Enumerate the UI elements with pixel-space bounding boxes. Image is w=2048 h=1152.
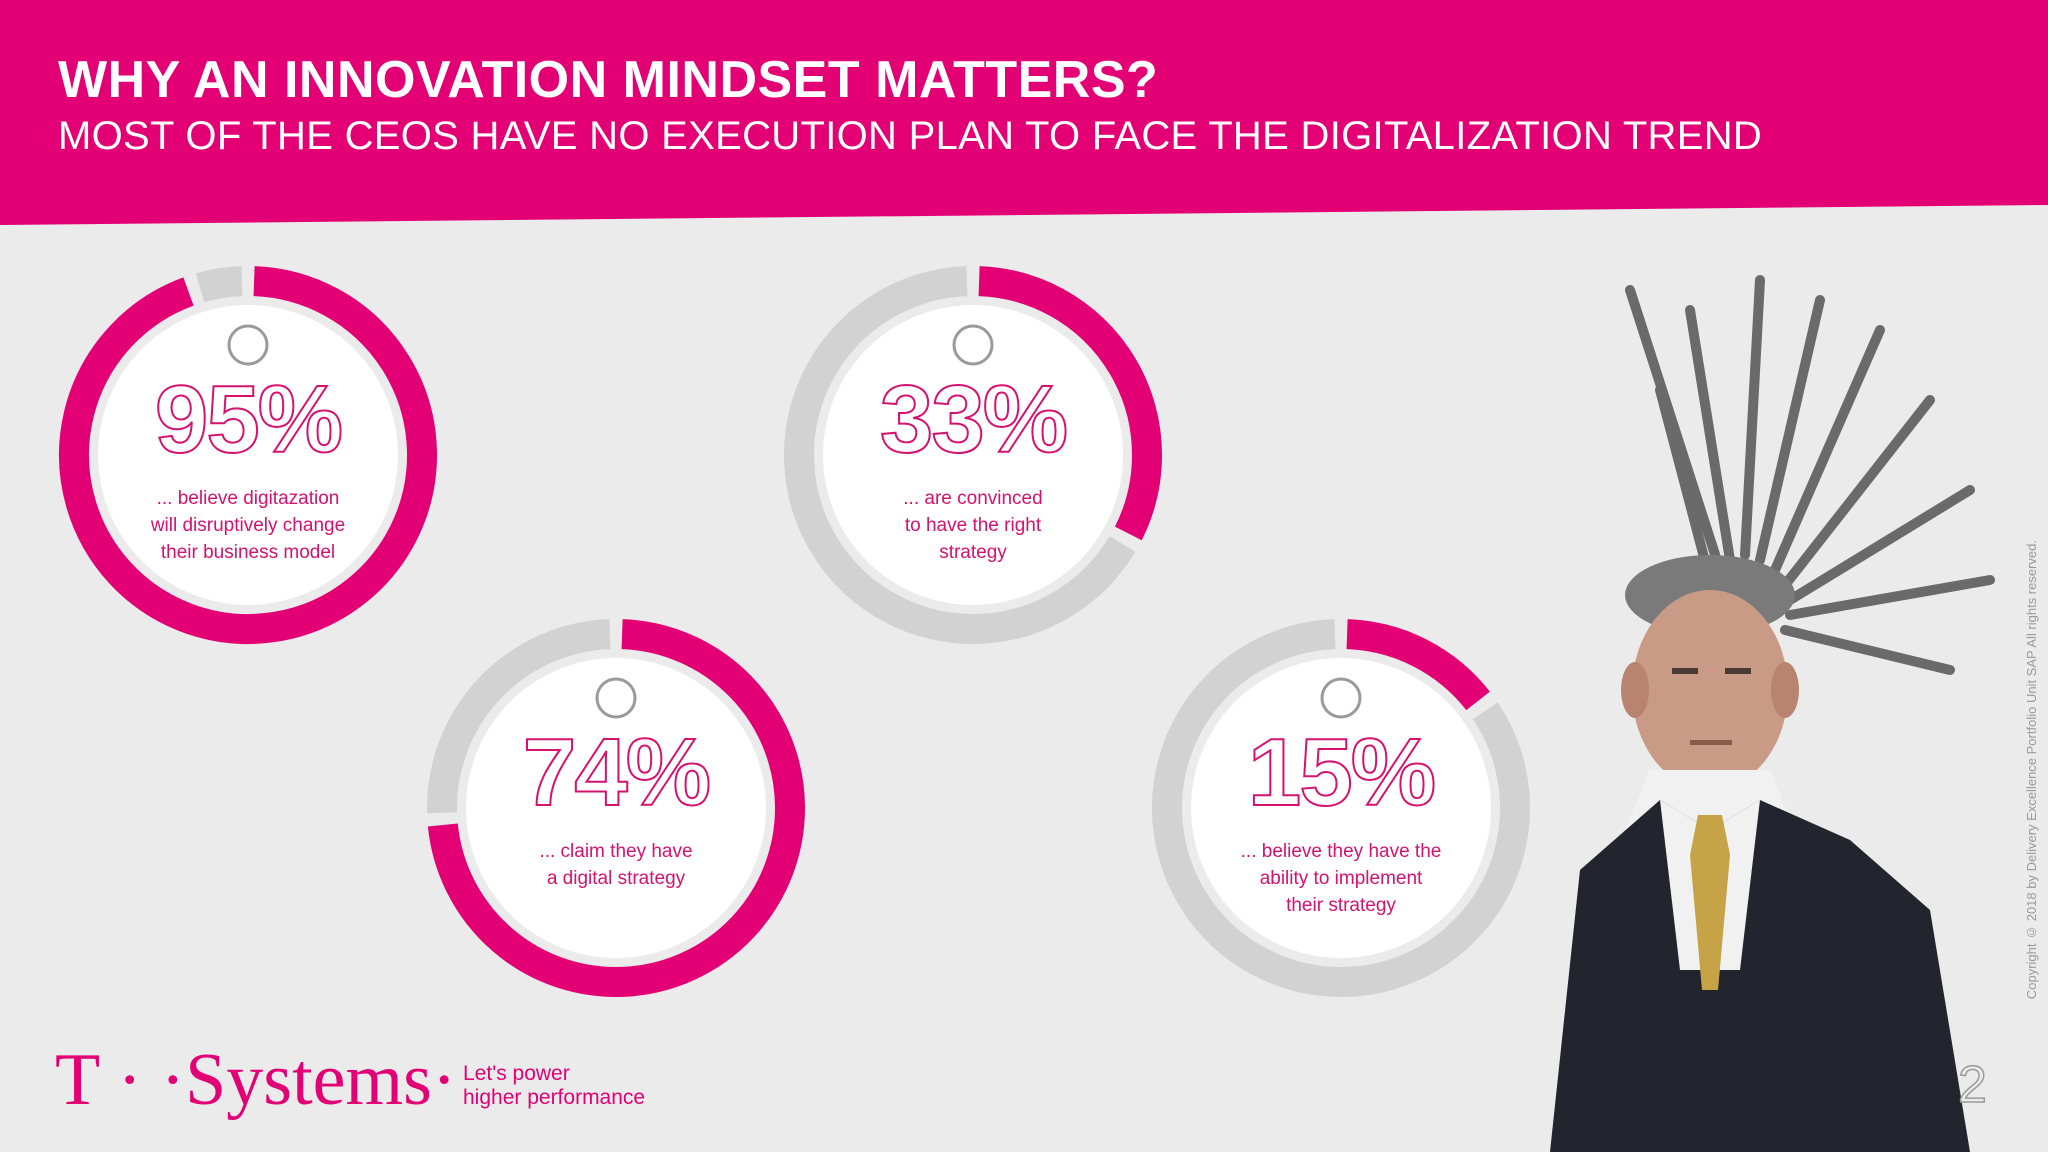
stat-description: ... believe digitazation will disruptive… bbox=[138, 485, 358, 566]
donut-remainder-arc bbox=[1152, 619, 1530, 997]
mouth bbox=[1690, 740, 1732, 745]
donut-inner-disc bbox=[823, 305, 1123, 605]
donut-ring bbox=[1152, 619, 1530, 997]
desc-line: ability to implement bbox=[1259, 868, 1423, 889]
stat-description: ... are convinced to have the right stra… bbox=[863, 485, 1083, 566]
header-banner: WHY AN INNOVATION MINDSET MATTERS? MOST … bbox=[0, 0, 2048, 230]
tag-hole bbox=[952, 324, 994, 366]
desc-line: will disruptively change bbox=[150, 515, 346, 536]
stat-donut-15: 15% ... believe they have the ability to… bbox=[1141, 608, 1541, 1008]
desc-line: ... believe they have the bbox=[1240, 841, 1442, 862]
stat-donut-95: 95% ... believe digitazation will disrup… bbox=[48, 255, 448, 655]
tagline-line: Let's power bbox=[463, 1062, 570, 1085]
stat-description: ... believe they have the ability to imp… bbox=[1231, 838, 1451, 919]
stat-percentage: 33% bbox=[879, 365, 1069, 474]
desc-line: ... believe digitazation bbox=[156, 488, 340, 509]
eye bbox=[1672, 668, 1698, 674]
face bbox=[1632, 590, 1788, 790]
desc-line: a digital strategy bbox=[546, 868, 686, 889]
tagline-line: higher performance bbox=[463, 1086, 646, 1109]
stat-percentage: 74% bbox=[522, 718, 712, 827]
donut-inner-disc bbox=[1191, 658, 1491, 958]
copyright-notice: Copyright © 2018 by Delivery Excellence … bbox=[2024, 540, 2039, 1000]
tag-hole bbox=[595, 677, 637, 719]
donut-remainder-arc bbox=[195, 266, 243, 303]
page-title: WHY AN INNOVATION MINDSET MATTERS? bbox=[58, 51, 1159, 109]
desc-line: their strategy bbox=[1286, 895, 1396, 916]
desc-line: ... are convinced bbox=[903, 488, 1043, 509]
page-number: 2 bbox=[1957, 1055, 1987, 1115]
page-subtitle: MOST OF THE CEOS HAVE NO EXECUTION PLAN … bbox=[58, 114, 1763, 158]
stat-percentage: 95% bbox=[154, 365, 344, 474]
desc-line: strategy bbox=[939, 542, 1007, 563]
eye bbox=[1725, 668, 1751, 674]
donut-value-arc bbox=[59, 266, 437, 644]
donut-value-arc bbox=[978, 266, 1162, 541]
donut-inner-disc bbox=[98, 305, 398, 605]
tagline: Let's power higher performance bbox=[463, 1062, 645, 1110]
tag-hole bbox=[227, 324, 269, 366]
tag-hole bbox=[1320, 677, 1362, 719]
necktie bbox=[1690, 815, 1730, 990]
suit-jacket bbox=[1550, 800, 1970, 1152]
t-systems-logo: T · ·Systems· bbox=[55, 1039, 457, 1121]
donut-ring bbox=[59, 266, 437, 644]
donut-ring bbox=[784, 266, 1162, 644]
stat-description: ... claim they have a digital strategy bbox=[506, 838, 726, 892]
stat-donut-33: 33% ... are convinced to have the right … bbox=[773, 255, 1173, 655]
header-background bbox=[0, 0, 2048, 225]
donut-value-arc bbox=[427, 619, 805, 997]
desc-line: ... claim they have bbox=[539, 841, 693, 862]
ear bbox=[1621, 662, 1649, 718]
donut-remainder-arc bbox=[784, 266, 1136, 644]
donut-value-arc bbox=[1346, 619, 1490, 711]
desc-line: their business model bbox=[160, 542, 336, 563]
stat-percentage: 15% bbox=[1247, 718, 1437, 827]
desc-line: to have the right bbox=[904, 515, 1042, 536]
ear bbox=[1771, 662, 1799, 718]
donut-inner-disc bbox=[466, 658, 766, 958]
donut-ring bbox=[427, 619, 805, 997]
spiky-hair bbox=[1625, 275, 1995, 675]
punk-ceo-photo bbox=[1550, 275, 1995, 1152]
stat-donut-74: 74% ... claim they have a digital strate… bbox=[416, 608, 816, 1008]
donut-remainder-arc bbox=[427, 619, 611, 814]
